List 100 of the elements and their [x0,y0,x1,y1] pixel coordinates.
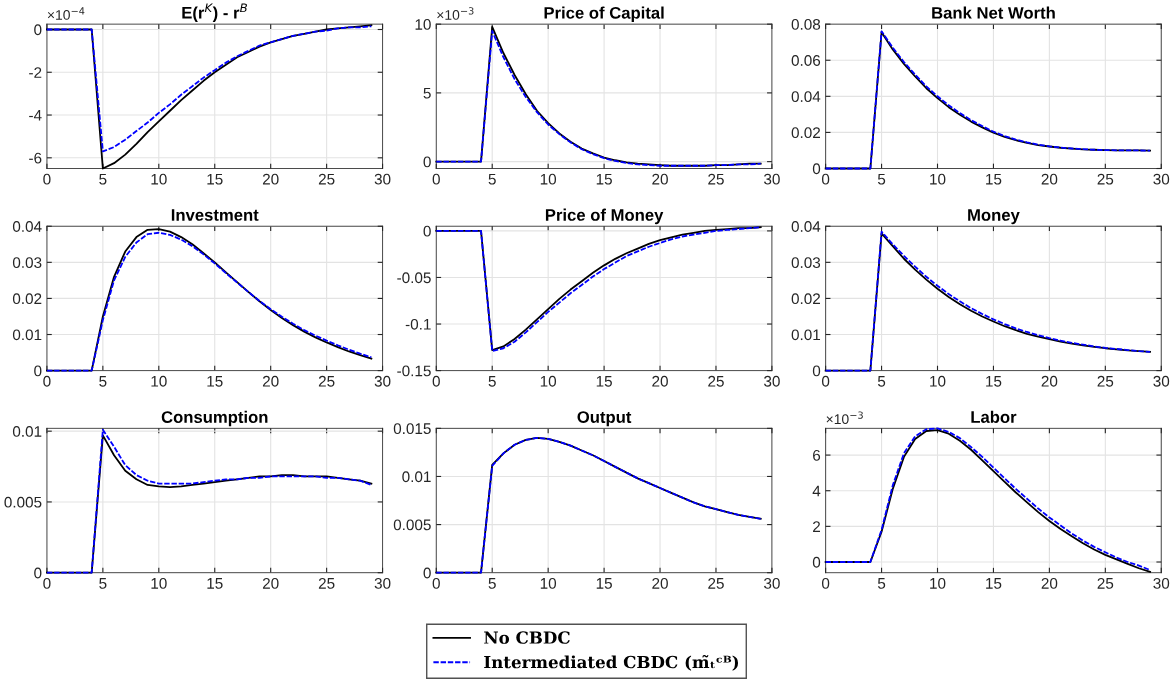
x-tick-label: 25 [708,375,724,387]
x-tick-label: 0 [43,577,51,589]
y-tick-label: 0 [812,365,821,377]
x-tick-label: 30 [764,577,780,589]
x-tick-label: 25 [318,375,335,387]
x-tick-label: 20 [1041,577,1058,589]
y-tick-label: 0.04 [791,221,821,232]
y-tick-label: 0.01 [12,426,42,437]
x-tick-label: 20 [652,577,668,589]
y-tick-label: 0 [423,156,431,168]
x-tick-label: 20 [262,173,279,185]
x-tick-label: 10 [540,375,557,387]
x-tick-label: 20 [1041,173,1058,185]
x-tick-label: 15 [986,173,1002,185]
x-tick-label: 20 [262,577,279,589]
x-tick-label: 5 [99,173,107,185]
y-tick-label: -4 [29,110,42,121]
x-tick-label: 0 [821,577,830,589]
x-tick-label: 10 [540,173,557,185]
x-tick-label: 10 [151,173,167,185]
x-tick-label: 25 [1097,375,1114,387]
x-tick-label: 30 [374,375,391,387]
x-tick-label: 5 [488,376,496,387]
y-tick-label: 0.06 [791,55,821,66]
y-tick-label: 4 [812,485,821,497]
y-tick-label: -6 [29,152,42,164]
x-tick-label: 30 [374,173,391,185]
y-tick-label: 0.005 [4,496,42,508]
x-tick-label: 30 [1153,173,1170,185]
x-tick-label: 20 [652,173,668,185]
chart-title: Consumption [161,410,268,427]
y-tick-label: 2 [813,521,820,532]
x-tick-label: 10 [151,375,167,387]
y-tick-label: 0 [423,567,431,579]
y-tick-label: 0.03 [12,257,42,269]
x-tick-label: 10 [540,577,557,589]
y-tick-label: 0.02 [12,293,42,305]
y-tick-label: 6 [813,449,821,461]
x-tick-label: 15 [207,376,223,387]
x-tick-label: 10 [151,577,167,589]
x-tick-label: 10 [930,375,946,387]
y-tick-label: 0.08 [791,19,821,30]
y-tick-label: 0.02 [791,293,820,305]
x-tick-label: 15 [207,578,223,589]
y-tick-label: 0 [34,567,42,579]
y-tick-label: -0.1 [405,318,431,330]
x-tick-label: 25 [318,577,335,589]
x-tick-label: 25 [708,173,724,185]
y-tick-label: 0 [812,556,821,568]
chart-title: Investment [171,209,259,221]
x-tick-label: 5 [99,578,107,589]
x-tick-label: 20 [652,375,668,387]
y-tick-label: -0.05 [397,272,431,284]
x-tick-label: 10 [930,173,946,185]
x-tick-label: 15 [596,578,612,589]
text: ×10$^{−3}$ [826,411,863,425]
x-tick-label: 20 [1041,375,1058,387]
chart-title: Bank Net Worth [932,6,1055,19]
line-series [435,226,762,352]
y-tick-label: -0.15 [397,365,431,377]
x-tick-label: 15 [596,376,612,387]
y-tick-label: 0.005 [393,519,431,531]
y-tick-label: 0 [34,365,42,377]
x-tick-label: 30 [374,577,391,589]
y-tick-label: 0.03 [791,257,821,269]
chart-title: Price of Money [545,208,664,225]
x-tick-label: 5 [488,578,496,589]
y-tick-label: 0 [812,163,821,175]
x-tick-label: 15 [207,173,223,185]
x-tick-label: 25 [1097,577,1114,589]
x-tick-label: 5 [99,376,107,387]
y-tick-label: 0.04 [791,91,821,103]
chart-title: Price of Capital [544,6,664,23]
chart-title: Output [577,411,632,427]
y-tick-label: 5 [423,87,431,99]
legend-label: No CBDC [484,631,570,644]
y-tick-label: 10 [415,19,431,30]
y-tick-label: 0.01 [12,329,42,341]
y-tick-label: 0 [423,225,431,237]
x-tick-label: 30 [1153,375,1170,387]
x-tick-label: 5 [488,173,496,185]
x-tick-label: 5 [877,578,886,589]
x-tick-label: 0 [43,173,51,185]
y-tick-label: 0.015 [393,423,431,435]
x-tick-label: 0 [432,577,440,589]
x-tick-label: 30 [1153,577,1170,589]
x-tick-label: 0 [43,375,51,387]
x-tick-label: 15 [596,173,612,185]
y-tick-label: -2 [29,67,42,78]
y-tick-label: 0.01 [402,471,431,483]
x-tick-label: 0 [432,375,440,387]
chart-title: Labor [971,410,1017,423]
x-tick-label: 25 [1097,173,1114,185]
x-tick-label: 5 [877,173,886,185]
y-tick-label: 0 [34,24,42,36]
chart-title: Money [968,209,1020,225]
legend-label: Intermediated CBDC (m̃ₜᶜᴮ) [484,654,739,671]
x-tick-label: 0 [821,173,830,185]
x-tick-label: 30 [764,375,780,387]
x-tick-label: 15 [986,578,1002,589]
